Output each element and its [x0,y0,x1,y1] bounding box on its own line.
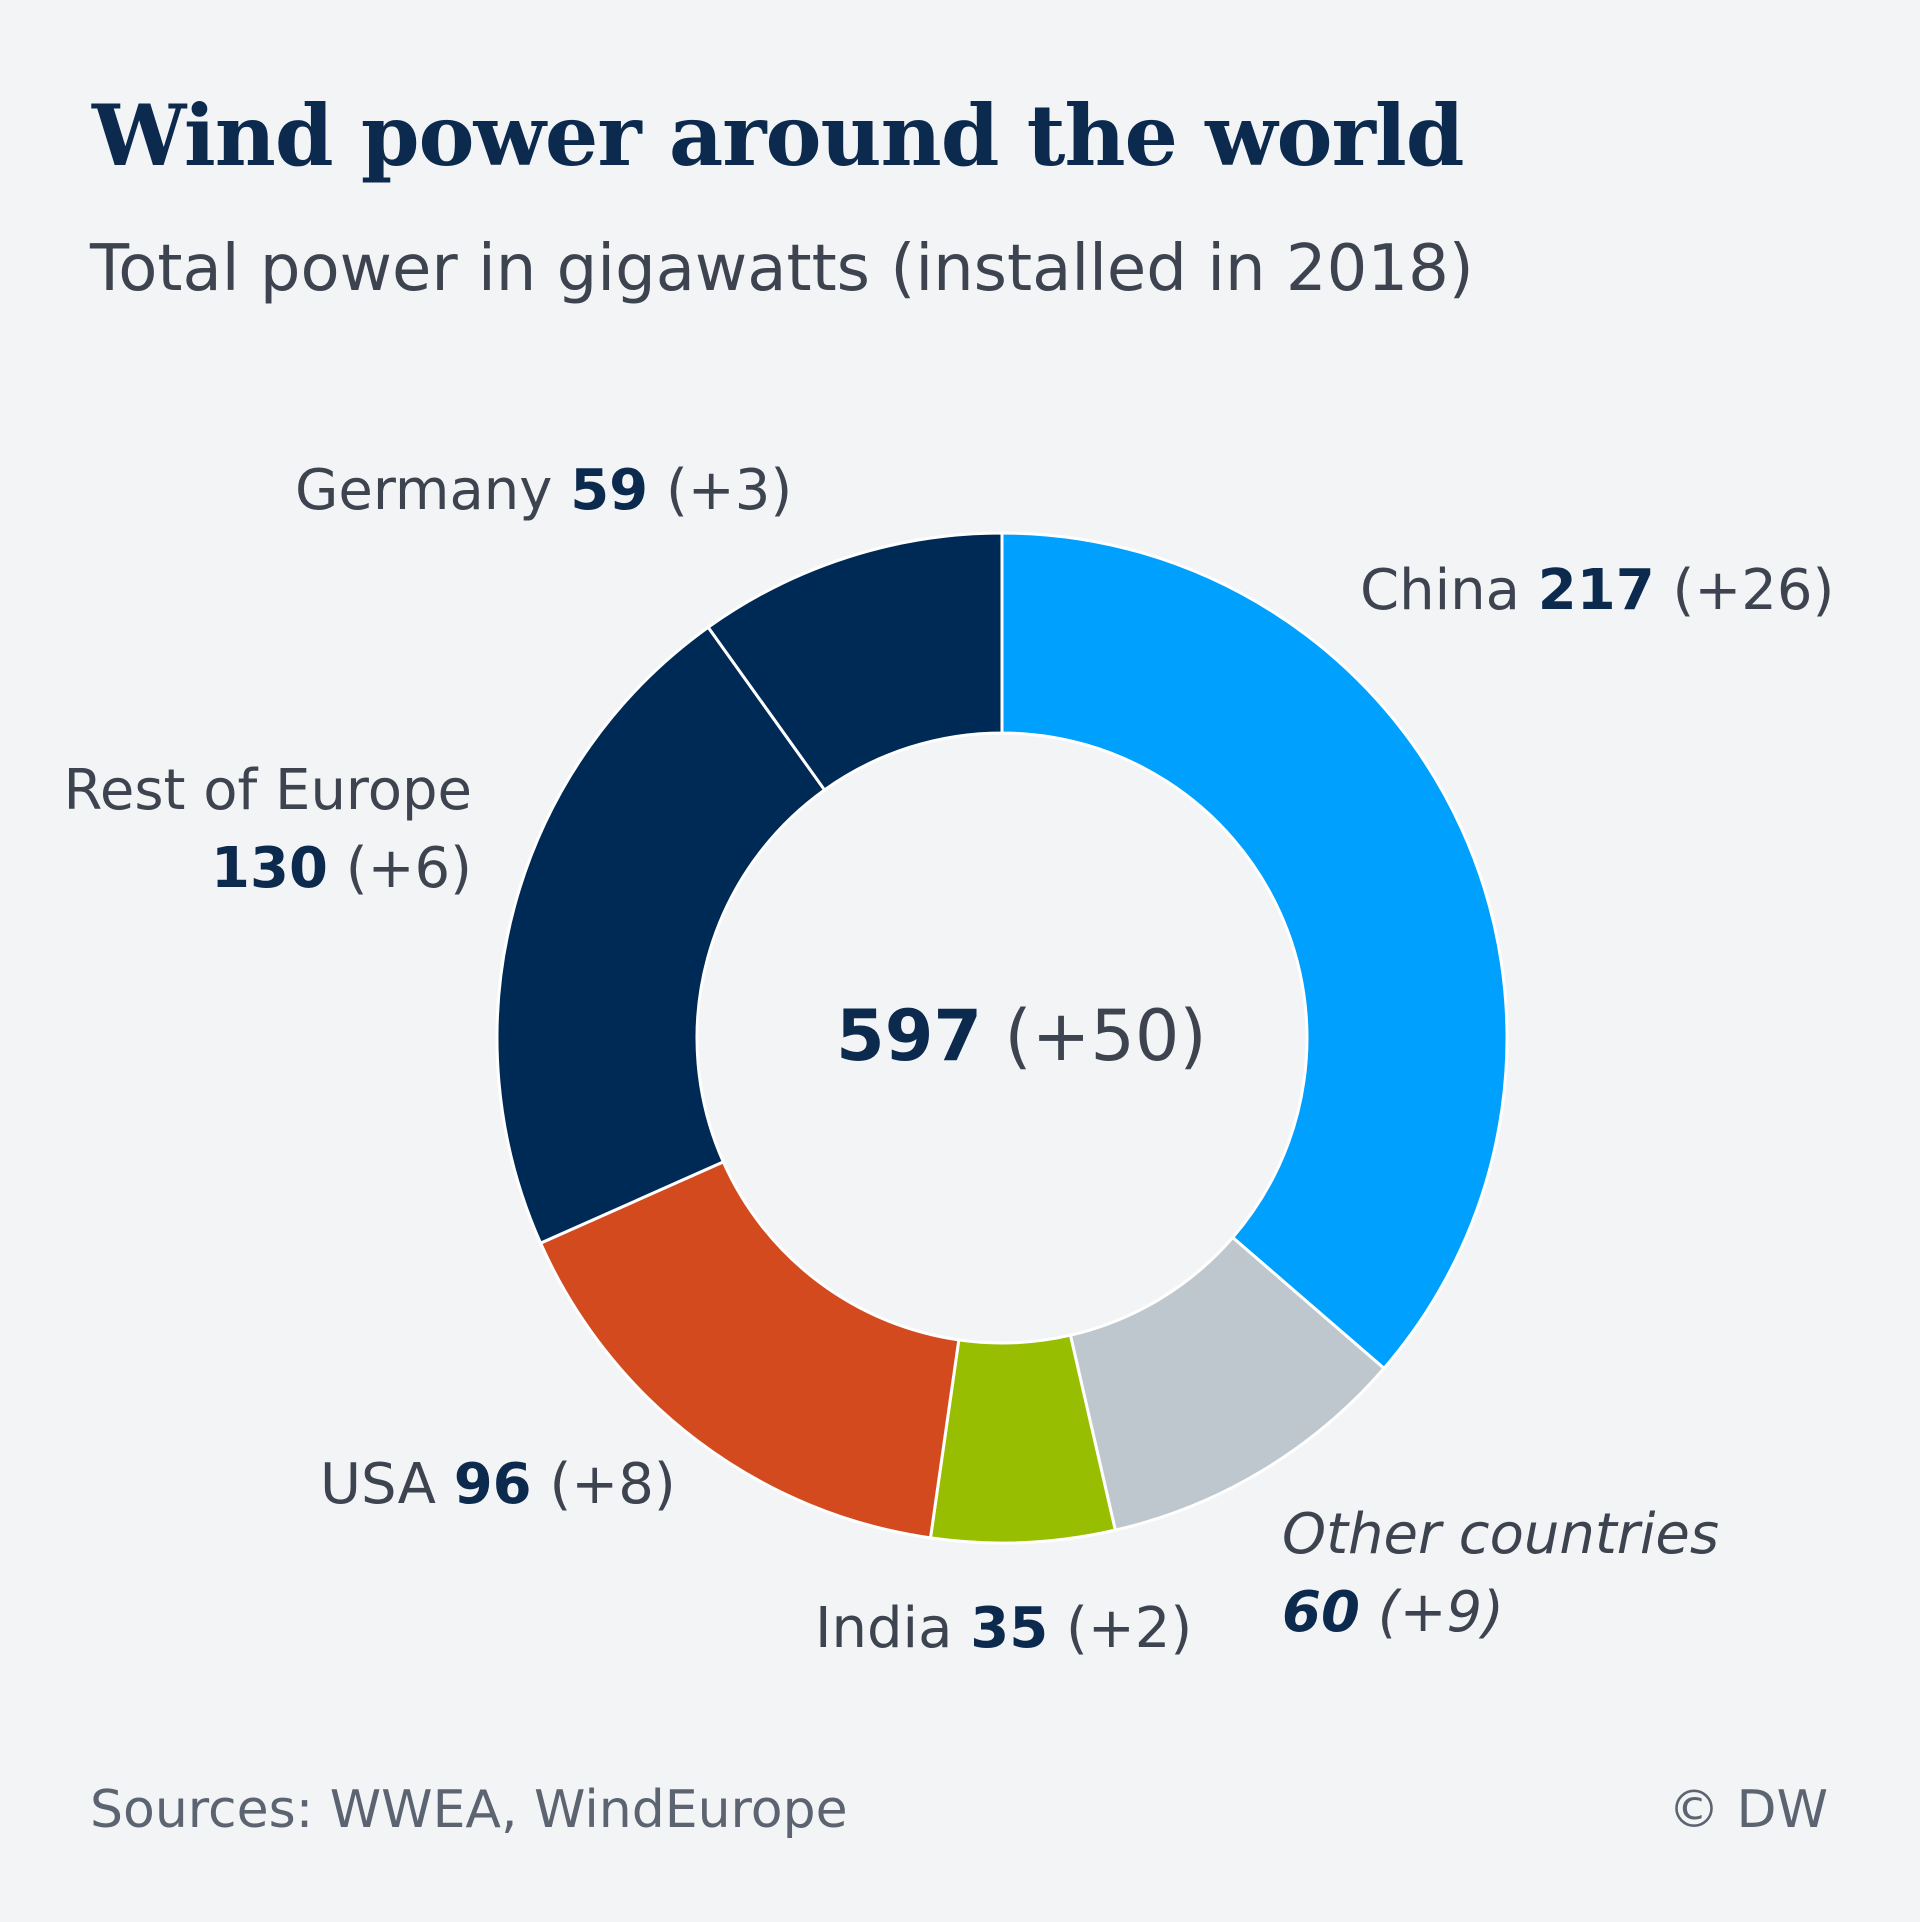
label-china: China 217 (+26) [1360,552,1834,630]
label-other-countries-name: Other countries [1282,1502,1720,1567]
label-germany: Germany 59 (+3) [295,452,792,530]
label-germany-value: 59 [570,458,649,523]
label-rest-of-europe: Rest of Europe 130 (+6) [64,752,473,908]
total-label: 597 (+50) [836,995,1207,1077]
label-india: India 35 (+2) [815,1590,1192,1668]
slice-germany [706,531,1004,793]
label-germany-change: (+3) [665,458,793,523]
label-rest-of-europe-change: (+6) [345,836,472,901]
slice-rest-of-europe [495,625,827,1246]
label-china-value: 217 [1537,558,1655,623]
label-other-countries-change: (+9) [1377,1580,1504,1645]
label-other-countries-value: 60 [1282,1580,1360,1645]
label-china-name: China [1360,558,1520,623]
label-india-change: (+2) [1066,1596,1193,1661]
total-value: 597 [836,995,983,1077]
label-other-countries: Other countries 60 (+9) [1282,1496,1719,1652]
dw-credit: © DW [1668,1780,1828,1840]
label-usa: USA 96 (+8) [320,1446,676,1524]
slice-china [1000,531,1509,1371]
label-usa-change: (+8) [549,1452,676,1517]
slice-usa [538,1159,961,1540]
label-usa-name: USA [320,1452,436,1517]
label-usa-value: 96 [453,1452,532,1517]
chart-subtitle: Total power in gigawatts (installed in 2… [90,232,1474,306]
label-rest-of-europe-name: Rest of Europe [63,758,473,823]
label-india-value: 35 [970,1596,1049,1661]
label-germany-name: Germany [295,458,553,523]
label-rest-of-europe-value: 130 [211,836,328,901]
sources-note: Sources: WWEA, WindEurope [90,1780,848,1840]
total-change: (+50) [1004,995,1207,1077]
label-india-name: India [815,1596,953,1661]
chart-title: Wind power around the world [92,86,1464,185]
label-china-change: (+26) [1672,558,1835,623]
